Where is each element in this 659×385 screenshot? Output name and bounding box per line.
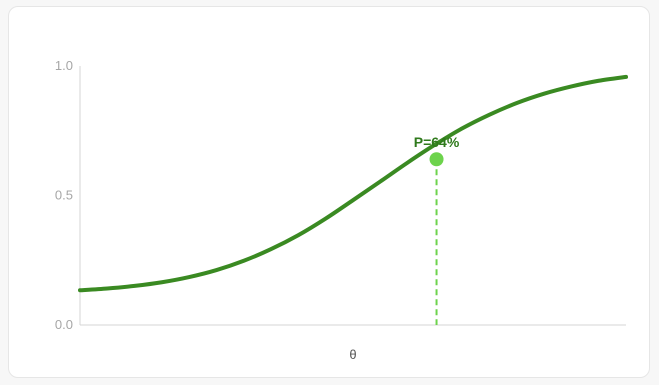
x-axis-label: θ: [349, 347, 356, 362]
marker-point: [429, 152, 444, 167]
y-tick-labels: 0.0 0.5 1.0: [55, 58, 73, 332]
chart-card: [8, 6, 650, 378]
y-tick-label: 1.0: [55, 58, 73, 73]
probability-curve: [78, 74, 628, 293]
y-tick-label: 0.0: [55, 317, 73, 332]
y-tick-label: 0.5: [55, 188, 73, 203]
marker-label: P=64%: [414, 134, 460, 150]
axes: [79, 66, 626, 326]
